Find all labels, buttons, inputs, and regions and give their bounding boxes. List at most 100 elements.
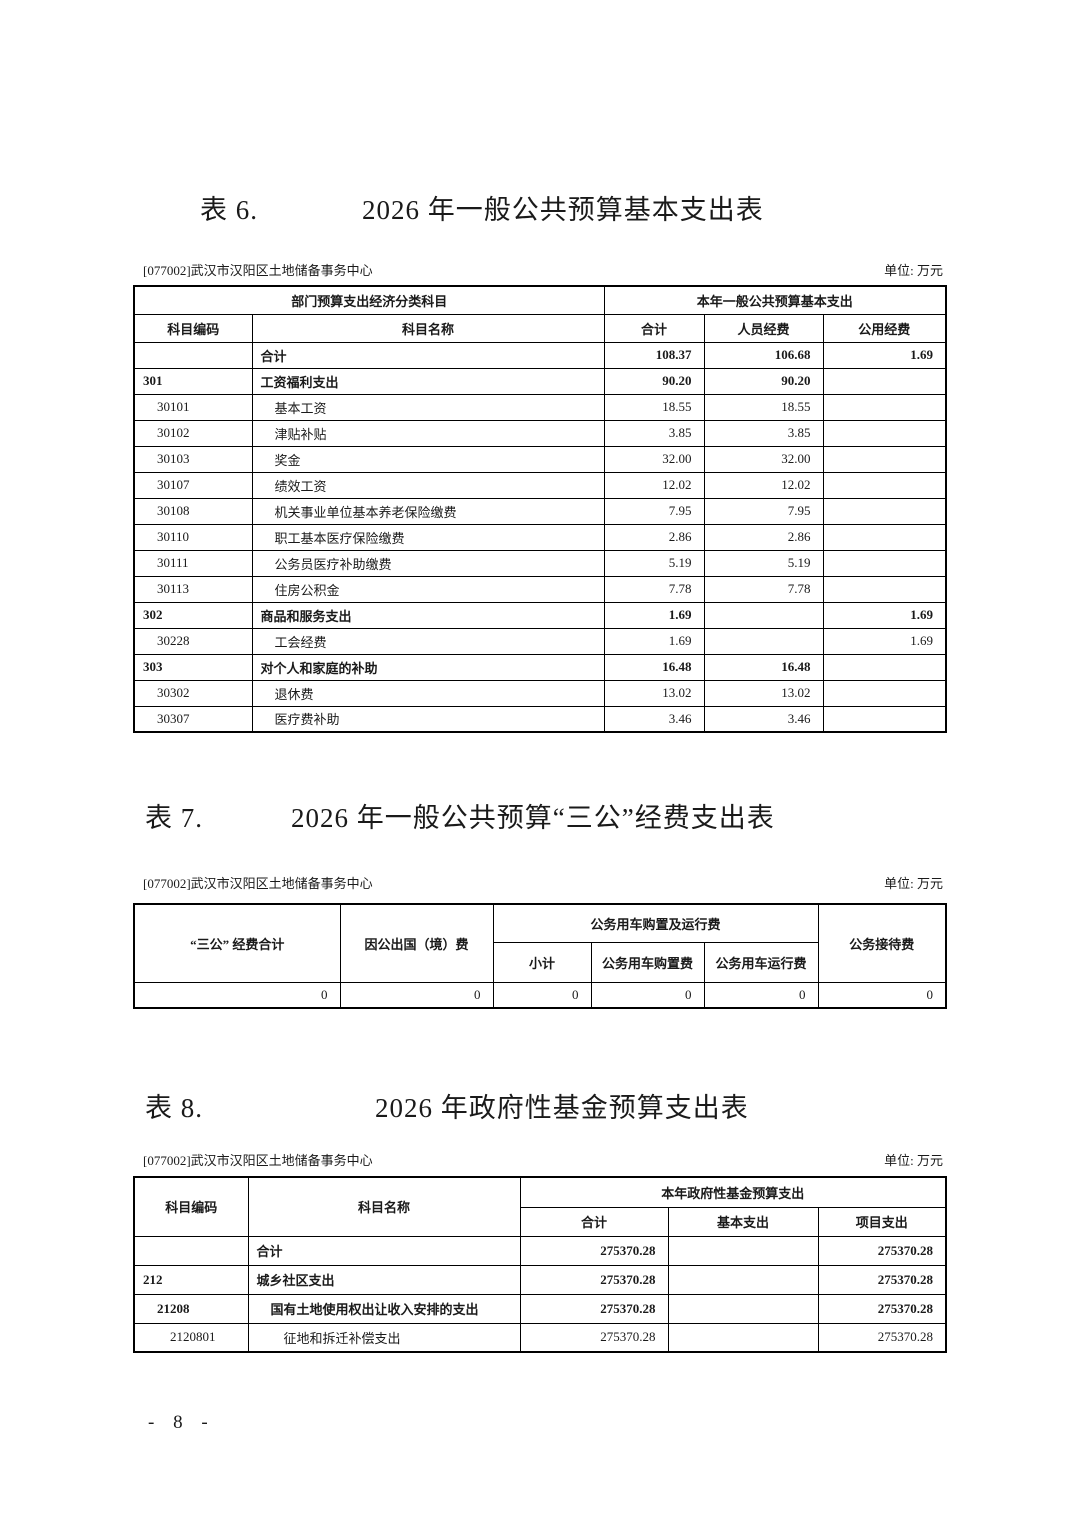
name-cell: 合计	[251, 341, 605, 369]
table-row: 30101 基本工资 18.55 18.55	[133, 393, 947, 421]
value-cell	[822, 419, 947, 447]
value-cell: 90.20	[603, 367, 705, 395]
value-cell: 7.95	[603, 497, 705, 525]
value-cell: 0	[492, 981, 592, 1009]
value-cell: 90.20	[703, 367, 824, 395]
table-row: 302 商品和服务支出 1.69 1.69	[133, 601, 947, 629]
table8-header-group-right: 本年政府性基金预算支出	[519, 1176, 947, 1208]
name-cell: 对个人和家庭的补助	[251, 653, 605, 681]
table8-body: 合计 275370.28 275370.28 212 城乡社区支出 275370.28 27…	[133, 1235, 947, 1353]
name-cell: 商品和服务支出	[251, 601, 605, 629]
table7-three-public-expenses: “三公” 经费合计 因公出国（境）费 公务用车购置及运行费 公务接待费 小计 公…	[133, 903, 947, 1009]
table-row: 合计 108.37 106.68 1.69	[133, 341, 947, 369]
table-row: 30102 津贴补贴 3.85 3.85	[133, 419, 947, 447]
value-cell: 275370.28	[817, 1293, 947, 1324]
value-cell	[822, 705, 947, 733]
table8-meta: [077002]武汉市汉阳区土地储备事务中心 单位: 万元	[133, 1150, 945, 1169]
table8-label: 表 8.	[145, 1093, 203, 1123]
table-row: 30307 医疗费补助 3.46 3.46	[133, 705, 947, 733]
table7-unit-label: 单位: 万元	[884, 876, 943, 891]
code-cell: 302	[133, 601, 253, 629]
value-cell: 3.46	[703, 705, 824, 733]
value-cell: 1.69	[603, 627, 705, 655]
table7-meta: [077002]武汉市汉阳区土地储备事务中心 单位: 万元	[133, 873, 945, 892]
value-cell	[703, 601, 824, 629]
name-cell: 住房公积金	[251, 575, 605, 603]
value-cell: 3.46	[603, 705, 705, 733]
name-cell: 城乡社区支出	[247, 1264, 521, 1295]
value-cell: 2.86	[603, 523, 705, 551]
value-cell: 5.19	[703, 549, 824, 577]
table6-title-text: 2026 年一般公共预算基本支出表	[362, 195, 764, 225]
value-cell: 0	[339, 981, 494, 1009]
value-cell	[822, 549, 947, 577]
value-cell: 18.55	[703, 393, 824, 421]
code-cell: 30101	[133, 393, 253, 421]
code-cell: 30111	[133, 549, 253, 577]
code-cell: 30108	[133, 497, 253, 525]
table6-budget-basic-expenditure: 部门预算支出经济分类科目 本年一般公共预算基本支出 科目编码 科目名称 合计 人…	[133, 285, 948, 733]
value-cell	[822, 445, 947, 473]
value-cell: 12.02	[603, 471, 705, 499]
value-cell: 32.00	[603, 445, 705, 473]
value-cell: 275370.28	[519, 1235, 669, 1266]
table-row: 30111 公务员医疗补助缴费 5.19 5.19	[133, 549, 947, 577]
code-cell	[133, 341, 253, 369]
name-cell: 奖金	[251, 445, 605, 473]
value-cell: 275370.28	[817, 1322, 947, 1353]
value-cell: 1.69	[822, 627, 947, 655]
name-cell: 医疗费补助	[251, 705, 605, 733]
value-cell: 275370.28	[817, 1264, 947, 1295]
name-cell: 绩效工资	[251, 471, 605, 499]
table7-label: 表 7.	[145, 803, 203, 833]
table8-government-fund-expenditure: 科目编码 科目名称 本年政府性基金预算支出 合计 基本支出 项目支出 合计 275…	[133, 1176, 947, 1353]
table8-header-basic: 基本支出	[667, 1206, 819, 1237]
table6-body: 合计 108.37 106.68 1.69 301 工资福利支出 90.20 90.20 301…	[133, 341, 947, 733]
table7-header-reception: 公务接待费	[817, 903, 947, 983]
table7-header-total: “三公” 经费合计	[133, 903, 341, 983]
table-row: 30107 绩效工资 12.02 12.02	[133, 471, 947, 499]
value-cell: 1.69	[603, 601, 705, 629]
value-cell: 32.00	[703, 445, 824, 473]
value-cell: 108.37	[603, 341, 705, 369]
page-number: - 8 -	[148, 1412, 215, 1433]
code-cell: 2120801	[133, 1322, 249, 1353]
code-cell: 303	[133, 653, 253, 681]
table-row: 30113 住房公积金 7.78 7.78	[133, 575, 947, 603]
table-row: 30108 机关事业单位基本养老保险缴费 7.95 7.95	[133, 497, 947, 525]
table6-title: 表 6. 2026 年一般公共预算基本支出表	[133, 188, 993, 227]
table7-header-vehicle-group: 公务用车购置及运行费	[492, 903, 819, 943]
value-cell: 5.19	[603, 549, 705, 577]
table8-title-text: 2026 年政府性基金预算支出表	[375, 1093, 749, 1123]
value-cell	[822, 497, 947, 525]
table6-header-total: 合计	[603, 313, 705, 343]
value-cell: 0	[590, 981, 705, 1009]
value-cell: 18.55	[603, 393, 705, 421]
table6-label: 表 6.	[200, 195, 258, 225]
name-cell: 公务员医疗补助缴费	[251, 549, 605, 577]
code-cell: 30302	[133, 679, 253, 707]
table6-unit-label: 单位: 万元	[884, 263, 943, 278]
value-cell: 275370.28	[817, 1235, 947, 1266]
value-cell: 275370.28	[519, 1293, 669, 1324]
code-cell: 30107	[133, 471, 253, 499]
code-cell: 30228	[133, 627, 253, 655]
name-cell: 退休费	[251, 679, 605, 707]
table7-title-text: 2026 年一般公共预算“三公”经费支出表	[291, 803, 775, 833]
table8-header-total: 合计	[519, 1206, 669, 1237]
table-row: 303 对个人和家庭的补助 16.48 16.48	[133, 653, 947, 681]
name-cell: 津贴补贴	[251, 419, 605, 447]
name-cell: 征地和拆迁补偿支出	[247, 1322, 521, 1353]
table8-header-name: 科目名称	[247, 1176, 521, 1237]
name-cell: 职工基本医疗保险缴费	[251, 523, 605, 551]
code-cell	[133, 1235, 249, 1266]
value-cell: 7.95	[703, 497, 824, 525]
value-cell: 0	[817, 981, 947, 1009]
table6-header-code: 科目编码	[133, 313, 253, 343]
name-cell: 机关事业单位基本养老保险缴费	[251, 497, 605, 525]
table7-header-vehicle-operation: 公务用车运行费	[703, 941, 819, 983]
code-cell: 30307	[133, 705, 253, 733]
table6-org-name: [077002]武汉市汉阳区土地储备事务中心	[143, 263, 373, 278]
